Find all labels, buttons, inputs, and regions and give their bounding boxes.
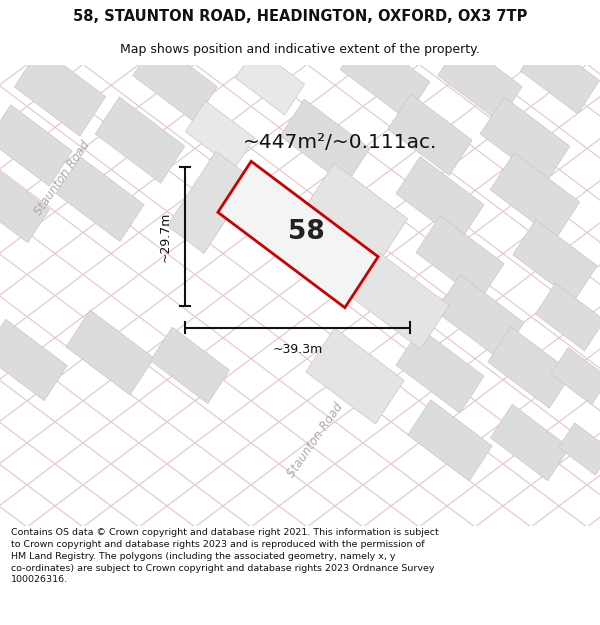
- Polygon shape: [302, 163, 407, 267]
- Polygon shape: [551, 348, 600, 404]
- Polygon shape: [280, 99, 370, 185]
- Polygon shape: [490, 404, 569, 481]
- Text: ~29.7m: ~29.7m: [158, 211, 172, 262]
- Polygon shape: [306, 328, 404, 424]
- Polygon shape: [351, 253, 449, 349]
- Polygon shape: [408, 400, 492, 481]
- Polygon shape: [388, 94, 472, 176]
- Polygon shape: [513, 219, 597, 301]
- Polygon shape: [490, 152, 580, 239]
- Polygon shape: [56, 157, 144, 241]
- Polygon shape: [0, 166, 50, 242]
- Polygon shape: [416, 216, 504, 301]
- Polygon shape: [0, 105, 72, 186]
- Polygon shape: [66, 310, 154, 395]
- Polygon shape: [218, 161, 378, 308]
- Polygon shape: [185, 101, 254, 169]
- Polygon shape: [95, 97, 185, 183]
- Text: 58: 58: [287, 219, 325, 246]
- Polygon shape: [151, 327, 230, 404]
- Polygon shape: [133, 41, 217, 122]
- Text: Map shows position and indicative extent of the property.: Map shows position and indicative extent…: [120, 43, 480, 56]
- Polygon shape: [559, 423, 600, 475]
- Polygon shape: [436, 274, 524, 359]
- Polygon shape: [235, 48, 305, 115]
- Polygon shape: [167, 151, 253, 254]
- Polygon shape: [14, 48, 106, 136]
- Polygon shape: [535, 283, 600, 351]
- Polygon shape: [396, 157, 484, 241]
- Polygon shape: [438, 41, 522, 122]
- Polygon shape: [396, 328, 484, 413]
- Polygon shape: [520, 38, 599, 114]
- Text: ~39.3m: ~39.3m: [272, 342, 323, 356]
- Text: Staunton Road: Staunton Road: [32, 138, 92, 218]
- Polygon shape: [340, 32, 430, 119]
- Polygon shape: [480, 97, 570, 183]
- Text: ~447m²/~0.111ac.: ~447m²/~0.111ac.: [243, 132, 437, 152]
- Text: Contains OS data © Crown copyright and database right 2021. This information is : Contains OS data © Crown copyright and d…: [11, 528, 439, 584]
- Polygon shape: [0, 319, 67, 401]
- Text: 58, STAUNTON ROAD, HEADINGTON, OXFORD, OX3 7TP: 58, STAUNTON ROAD, HEADINGTON, OXFORD, O…: [73, 9, 527, 24]
- Polygon shape: [488, 327, 572, 408]
- Text: Staunton Road: Staunton Road: [284, 401, 346, 480]
